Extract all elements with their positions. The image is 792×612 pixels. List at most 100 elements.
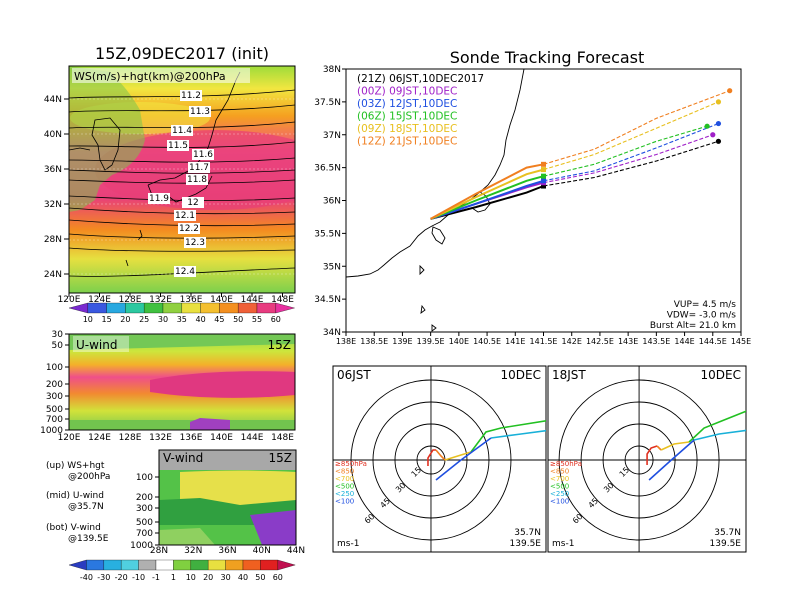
uwind-p-tick-label: 1000 xyxy=(40,426,63,436)
contour-label: 11.4 xyxy=(172,126,192,136)
contour-label: 11.9 xyxy=(149,194,169,204)
ws-colorbar-cell xyxy=(125,302,145,314)
v-colorbar-cell xyxy=(68,559,87,571)
v-colorbar-label: 50 xyxy=(255,573,265,582)
track-legend-entry: (03Z) 12JST,10DEC xyxy=(357,98,457,110)
lat-tick-label: 44N xyxy=(44,95,62,105)
contour-label-box xyxy=(184,237,206,248)
track-ascent-line xyxy=(430,179,544,220)
track-lon-tick-label: 145E xyxy=(731,337,751,346)
lon-tick-label: 128E xyxy=(119,295,142,305)
v-colorbar-label: -20 xyxy=(115,573,128,582)
uwind-p-tick-label: 500 xyxy=(46,405,63,415)
hodo-unit: ms-1 xyxy=(552,539,574,549)
vwind-lat-tick-label: 32N xyxy=(184,546,202,556)
contour-label: 12.3 xyxy=(185,238,205,248)
hodo-trace xyxy=(648,439,695,481)
hodo-legend-entry: <850 xyxy=(550,468,569,476)
contour-label-box xyxy=(189,106,211,117)
lat-tick-label: 28N xyxy=(44,235,62,245)
uwind-lon-tick-label: 128E xyxy=(119,433,142,443)
ws-colorbar-label: 45 xyxy=(214,315,224,324)
right-title: Sonde Tracking Forecast xyxy=(450,48,645,67)
track-lon-tick-label: 139.5E xyxy=(417,337,445,346)
contour-label-box xyxy=(171,125,193,136)
ws-colorbar-cell xyxy=(219,302,239,314)
v-colorbar-label: -30 xyxy=(97,573,110,582)
hodo-time: 06JST xyxy=(337,368,371,382)
contour-label-box xyxy=(182,197,204,208)
v-colorbar-label: 40 xyxy=(238,573,248,582)
track-lon-tick-label: 142.5E xyxy=(586,337,614,346)
contour-label: 11.5 xyxy=(168,141,188,151)
ws-colorbar-label: 25 xyxy=(139,315,149,324)
panel-note: (up) WS+hgt xyxy=(46,461,105,471)
ws-colorbar-cell xyxy=(256,302,276,314)
contour-label: 11.3 xyxy=(190,107,210,117)
hodo-legend-entry: ≥850hPa xyxy=(550,460,582,468)
track-lon-tick-label: 140.5E xyxy=(473,337,501,346)
hodo-date: 10DEC xyxy=(501,368,541,382)
track-lat-tick-label: 34.5N xyxy=(314,295,341,305)
uwind-p-tick-label: 100 xyxy=(46,363,63,373)
hodo-legend-entry: <700 xyxy=(335,475,354,483)
contour-label-box xyxy=(186,174,208,185)
track-param: VDW= -3.0 m/s xyxy=(667,311,737,321)
track-lat-tick-label: 35.5N xyxy=(314,229,341,239)
burst-marker xyxy=(541,167,546,173)
contour-label-box xyxy=(167,140,189,151)
lat-tick-label: 40N xyxy=(44,130,62,140)
contour-label: 12.4 xyxy=(175,267,195,277)
left-title: 15Z,09DEC2017 (init) xyxy=(95,44,269,63)
hodo-trace xyxy=(490,429,546,439)
contour-label-box xyxy=(178,223,200,234)
track-lat-tick-label: 34N xyxy=(323,328,341,338)
hodo-trace xyxy=(435,449,446,461)
v-colorbar-label: 60 xyxy=(273,573,283,582)
track-lat-tick-label: 36N xyxy=(323,197,341,207)
hodo-lon: 139.5E xyxy=(710,539,742,549)
vwind-lat-tick-label: 28N xyxy=(150,546,168,556)
landing-point xyxy=(727,88,733,94)
ws-colorbar-label: 40 xyxy=(196,315,206,324)
uwind-p-tick-label: 200 xyxy=(46,380,63,390)
track-descent-line xyxy=(543,90,730,165)
track-lon-tick-label: 139E xyxy=(392,337,412,346)
ws-colorbar-label: 60 xyxy=(271,315,281,324)
hodo-unit: ms-1 xyxy=(337,539,359,549)
vwind-p-tick-label: 500 xyxy=(136,518,153,528)
v-colorbar-label: 30 xyxy=(221,573,231,582)
lat-tick-label: 32N xyxy=(44,200,62,210)
panel-note: @35.7N xyxy=(68,502,104,512)
ws-colorbar-cell xyxy=(200,302,220,314)
ws-colorbar-label: 20 xyxy=(120,315,130,324)
vwind-p-tick-label: 1000 xyxy=(130,541,153,551)
track-descent-line xyxy=(543,125,708,177)
contour-label-box xyxy=(174,266,196,277)
v-colorbar-label: 1 xyxy=(171,573,176,582)
v-colorbar-cell xyxy=(225,559,244,571)
ws-colorbar-label: 35 xyxy=(177,315,187,324)
v-colorbar-cell xyxy=(121,559,139,571)
lon-tick-label: 140E xyxy=(210,295,233,305)
hodo-legend-entry: ≥850hPa xyxy=(335,460,367,468)
uwind-lon-tick-label: 144E xyxy=(241,433,264,443)
landing-point xyxy=(715,138,722,144)
vwind-lat-tick-label: 40N xyxy=(253,546,271,556)
ws-colorbar-label: 50 xyxy=(233,315,243,324)
uwind-lon-tick-label: 120E xyxy=(58,433,81,443)
lon-tick-label: 136E xyxy=(180,295,203,305)
track-descent-line xyxy=(543,101,719,171)
contour-label-box xyxy=(174,210,196,221)
track-legend-entry: (09Z) 18JST,10DEC xyxy=(357,123,457,135)
hodo-lat: 35.7N xyxy=(714,528,741,538)
hodo-legend-entry: <100 xyxy=(335,498,354,506)
ws-colorbar-label: 55 xyxy=(252,315,262,324)
lon-tick-label: 132E xyxy=(149,295,172,305)
uwind-lon-tick-label: 148E xyxy=(271,433,294,443)
hodo-trace xyxy=(435,437,492,481)
track-lat-tick-label: 37N xyxy=(323,131,341,141)
vwind-time: 15Z xyxy=(269,451,293,465)
